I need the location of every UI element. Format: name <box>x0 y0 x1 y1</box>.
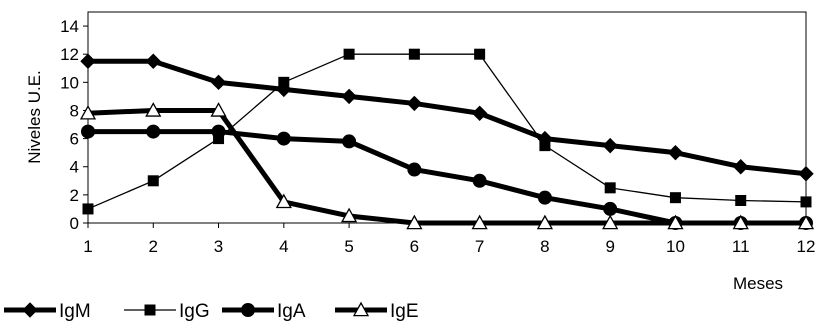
data-point-igm <box>210 74 227 91</box>
data-point-igm <box>341 88 357 105</box>
legend-item-igm: IgM <box>4 301 91 322</box>
series-igm <box>80 53 814 182</box>
y-tick-label: 6 <box>70 130 79 149</box>
data-point-igm <box>602 137 618 154</box>
data-point-igm <box>471 105 488 121</box>
data-point-iga <box>81 124 95 139</box>
series-layer <box>79 48 815 230</box>
data-point-iga <box>342 134 357 149</box>
y-axis-ticks: 0 2 4 6 8 10 12 14 <box>60 17 88 233</box>
data-point-ige <box>797 214 815 230</box>
x-tick-label: 11 <box>732 237 750 256</box>
y-axis-title: Niveles U.E. <box>25 70 44 164</box>
legend-item-igg: IgG <box>124 301 210 322</box>
legend-label: IgE <box>390 301 419 322</box>
data-point-ige <box>536 214 554 230</box>
x-tick-label: 10 <box>666 237 685 256</box>
series-iga <box>81 124 813 230</box>
series-line-ige <box>87 107 806 226</box>
data-point-igg <box>669 192 681 204</box>
series-igg <box>82 48 812 215</box>
data-point-ige <box>145 102 162 117</box>
x-tick-label: 1 <box>83 237 92 256</box>
x-tick-label: 5 <box>344 237 353 256</box>
data-point-iga <box>407 162 422 177</box>
data-point-igg <box>408 48 420 60</box>
data-point-ige <box>79 104 97 120</box>
data-point-ige <box>602 214 619 230</box>
data-point-igg <box>343 48 355 60</box>
legend-label: IgM <box>59 301 91 322</box>
x-axis-ticks: 1 2 3 4 5 6 7 8 9 10 11 12 <box>83 223 815 256</box>
y-tick-label: 0 <box>70 214 79 233</box>
data-point-iga <box>537 190 552 205</box>
data-point-igg <box>278 76 290 88</box>
data-point-iga <box>472 173 487 188</box>
data-point-iga <box>211 124 226 139</box>
legend-marker-iga <box>241 303 255 317</box>
legend-marker-ige <box>352 301 370 317</box>
data-point-igm <box>406 95 423 112</box>
legend-item-iga: IgA <box>222 301 306 322</box>
legend-marker-igm <box>22 302 38 318</box>
y-tick-label: 14 <box>60 17 79 36</box>
series-line-igg <box>87 53 807 210</box>
data-point-ige <box>406 214 423 230</box>
series-line-igm <box>88 58 807 177</box>
data-point-igm <box>798 166 814 182</box>
series-ige <box>79 102 815 230</box>
data-point-ige <box>340 207 358 223</box>
y-tick-label: 12 <box>60 45 79 64</box>
x-tick-label: 12 <box>797 237 816 256</box>
data-point-ige <box>732 214 749 230</box>
x-tick-label: 6 <box>410 237 419 256</box>
data-point-igg <box>147 175 159 187</box>
series-line-iga <box>88 129 806 226</box>
data-point-ige <box>210 102 227 117</box>
y-tick-label: 2 <box>70 186 79 205</box>
data-point-igg <box>735 194 747 206</box>
x-tick-label: 3 <box>214 237 223 256</box>
x-axis-title: Meses <box>733 274 783 293</box>
data-point-igg <box>82 203 94 215</box>
data-point-igg <box>474 48 486 60</box>
y-tick-label: 8 <box>70 101 79 120</box>
x-tick-label: 7 <box>475 237 484 256</box>
x-tick-label: 8 <box>540 237 549 256</box>
data-point-ige <box>471 214 488 230</box>
data-point-igg <box>604 182 616 194</box>
legend-label: IgG <box>179 301 210 322</box>
x-tick-label: 2 <box>149 237 158 256</box>
data-point-iga <box>603 201 618 216</box>
y-tick-label: 10 <box>60 73 79 92</box>
data-point-iga <box>146 124 161 139</box>
x-tick-label: 9 <box>605 237 614 256</box>
data-point-igm <box>145 53 161 69</box>
legend: IgM IgG IgA IgE <box>4 301 419 322</box>
plot-border <box>87 11 807 224</box>
data-point-igm <box>733 159 749 175</box>
legend-item-ige: IgE <box>335 301 419 322</box>
plot-frame <box>87 11 807 224</box>
data-point-igg <box>539 140 551 152</box>
y-tick-label: 4 <box>70 158 79 177</box>
data-point-igm <box>667 144 684 161</box>
data-point-ige <box>667 214 684 230</box>
data-point-iga <box>276 131 291 146</box>
data-point-ige <box>275 193 292 209</box>
legend-marker-igg <box>144 304 156 316</box>
x-tick-label: 4 <box>279 237 288 256</box>
data-point-igg <box>800 196 812 208</box>
legend-label: IgA <box>277 301 306 322</box>
data-point-igm <box>80 53 96 69</box>
